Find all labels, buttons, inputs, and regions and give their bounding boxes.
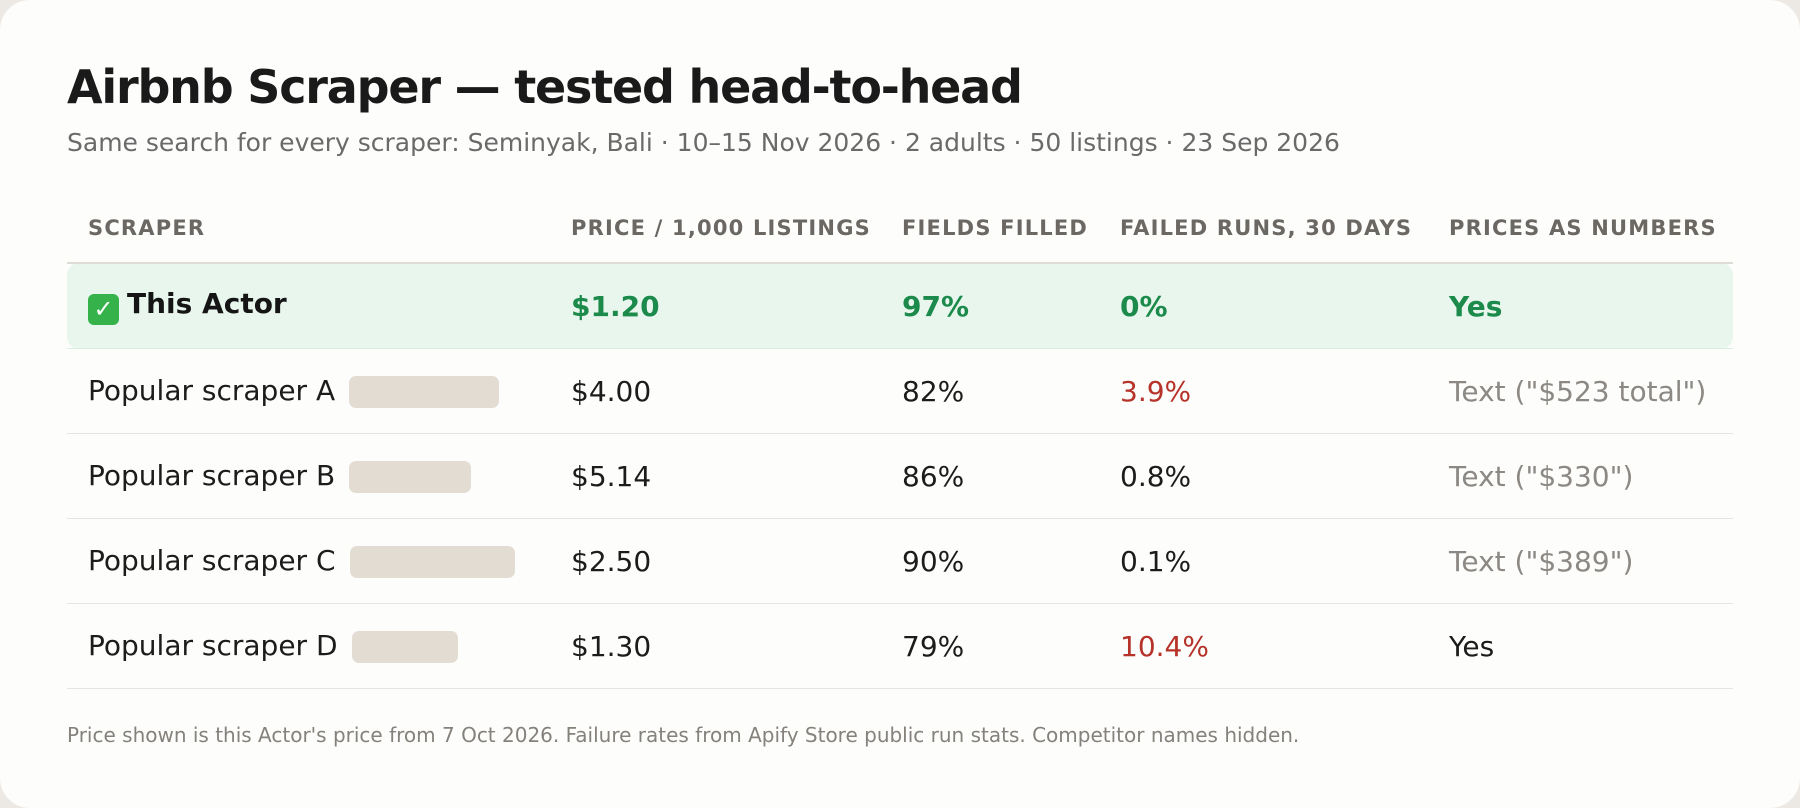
cell-scraper: Popular scraper B [67,433,550,519]
scraper-name: Popular scraper D [88,629,338,662]
cell-scraper: Popular scraper D [67,603,550,689]
cell-fields: 86% [881,433,1099,519]
redacted-name-bar [349,546,515,578]
cell-prices-as-numbers: Text ("$523 total") [1428,348,1733,434]
table-header: SCRAPER PRICE / 1,000 LISTINGS FIELDS FI… [67,194,1733,264]
footnote: Price shown is this Actor's price from 7… [67,723,1300,747]
cell-fields: 97% [881,263,1099,349]
cell-scraper: Popular scraper A [67,348,550,434]
cell-price: $1.30 [550,603,881,689]
cell-price: $5.14 [550,433,881,519]
scraper-name: Popular scraper B [88,459,336,492]
cell-fields: 82% [881,348,1099,434]
scraper-name: Popular scraper A [88,374,336,407]
cell-scraper: ✓ This Actor [67,263,550,349]
table-row: Popular scraper C $2.50 90% 0.1% Text ("… [67,518,1733,604]
check-mark-icon: ✓ [88,294,119,325]
cell-price: $2.50 [550,518,881,604]
cell-prices-as-numbers: Text ("$389") [1428,518,1733,604]
redacted-name-bar [349,461,472,493]
table-row: Popular scraper B $5.14 86% 0.8% Text ("… [67,433,1733,519]
page-subtitle: Same search for every scraper: Seminyak,… [67,128,1340,157]
header-row: SCRAPER PRICE / 1,000 LISTINGS FIELDS FI… [67,194,1733,264]
cell-failed-runs: 0% [1099,263,1428,349]
column-header-prices-as-numbers: PRICES AS NUMBERS [1428,194,1733,264]
cell-price: $1.20 [550,263,881,349]
cell-scraper: Popular scraper C [67,518,550,604]
table-row: Popular scraper D $1.30 79% 10.4% Yes [67,603,1733,689]
column-header-failed-runs: FAILED RUNS, 30 DAYS [1099,194,1428,264]
comparison-table: SCRAPER PRICE / 1,000 LISTINGS FIELDS FI… [67,194,1733,689]
redacted-name-bar [349,376,500,408]
cell-prices-as-numbers: Yes [1428,263,1733,349]
cell-price: $4.00 [550,348,881,434]
column-header-fields: FIELDS FILLED [881,194,1099,264]
column-header-price: PRICE / 1,000 LISTINGS [550,194,881,264]
cell-fields: 90% [881,518,1099,604]
column-header-scraper: SCRAPER [67,194,550,264]
scraper-name: This Actor [127,287,287,320]
cell-prices-as-numbers: Text ("$330") [1428,433,1733,519]
cell-fields: 79% [881,603,1099,689]
table-row: Popular scraper A $4.00 82% 3.9% Text ("… [67,348,1733,434]
scraper-name: Popular scraper C [88,544,336,577]
table-row-this-actor: ✓ This Actor $1.20 97% 0% Yes [67,263,1733,349]
cell-failed-runs: 0.1% [1099,518,1428,604]
table-body: ✓ This Actor $1.20 97% 0% Yes Popular scr… [67,263,1733,689]
redacted-name-bar [351,631,458,663]
cell-prices-as-numbers: Yes [1428,603,1733,689]
cell-failed-runs: 10.4% [1099,603,1428,689]
page-title: Airbnb Scraper — tested head-to-head [67,60,1023,114]
cell-failed-runs: 0.8% [1099,433,1428,519]
cell-failed-runs: 3.9% [1099,348,1428,434]
